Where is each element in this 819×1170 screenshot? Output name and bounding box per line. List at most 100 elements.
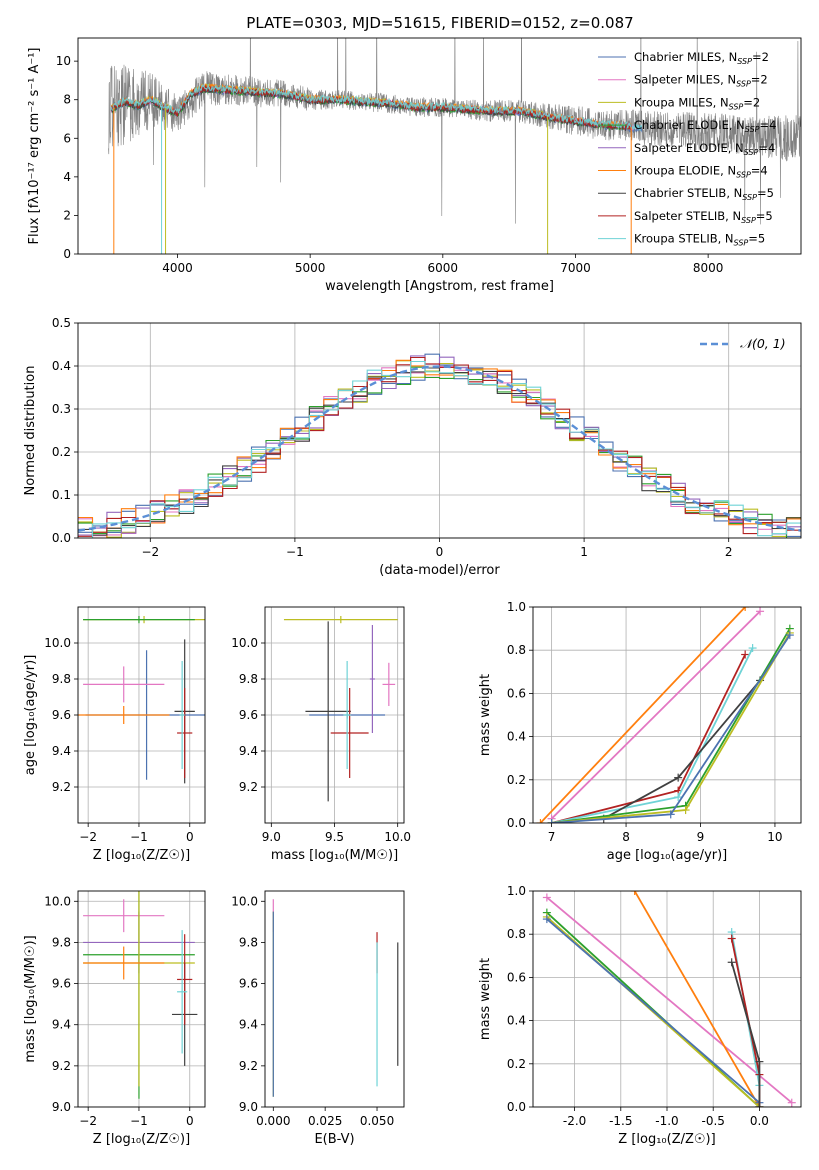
y-tick-label: 0.5 bbox=[52, 316, 71, 330]
y-tick-label: 9.2 bbox=[239, 1059, 258, 1073]
errorbar-salpeter_stelib bbox=[330, 688, 369, 778]
x-axis-label: wavelength [Angstrom, rest frame] bbox=[325, 279, 554, 294]
y-tick-label: 9.0 bbox=[239, 1100, 258, 1114]
histogram-kroupa_stelib bbox=[78, 360, 801, 538]
x-tick-label: 6000 bbox=[428, 261, 459, 275]
series-line-salpeter_miles bbox=[550, 610, 761, 820]
y-tick-label: 9.6 bbox=[239, 708, 258, 722]
legend-label: Kroupa ELODIE, NSSP=4 bbox=[634, 164, 768, 180]
panel-mass-vs-Z: −2 −1 0 9.0 9.2 9.4 9.6 9.8 10.0 Z [log₁₀(Z/Z☉)] m… bbox=[23, 890, 206, 1147]
x-axis-label: Z [log₁₀(Z/Z☉)] bbox=[93, 848, 190, 863]
y-tick-label: 0.4 bbox=[507, 1014, 526, 1028]
plot-area bbox=[78, 891, 205, 1107]
y-tick-label: 0.4 bbox=[52, 359, 71, 373]
errorbar-kroupa_miles bbox=[283, 616, 398, 624]
y-tick-label: 8 bbox=[63, 93, 71, 107]
y-tick-label: 9.8 bbox=[52, 672, 71, 686]
x-tick-label: 9.0 bbox=[262, 830, 281, 844]
x-tick-label: 8 bbox=[622, 830, 630, 844]
x-tick-label: −1 bbox=[130, 830, 148, 844]
histogram-chabrier_elodie bbox=[78, 366, 801, 538]
x-tick-label: 0.050 bbox=[360, 1114, 394, 1128]
x-tick-label: 7000 bbox=[560, 261, 591, 275]
y-tick-label: 9.2 bbox=[52, 1059, 71, 1073]
point-kroupa_elodie bbox=[536, 819, 545, 823]
errorbar-salpeter_stelib bbox=[177, 688, 193, 778]
x-tick-label: -0.5 bbox=[701, 1114, 724, 1128]
x-tick-label: −2 bbox=[79, 830, 97, 844]
axes-frame bbox=[77, 322, 802, 539]
point-chabrier_stelib bbox=[727, 958, 736, 967]
y-tick-label: 10.0 bbox=[44, 894, 71, 908]
panel-age-vs-Z: −2 −1 0 9.2 9.4 9.6 9.8 10.0 Z [log₁₀(Z/Z☉)] age … bbox=[23, 606, 206, 863]
x-tick-label: 0.0 bbox=[750, 1114, 769, 1128]
x-axis-label: Z [log₁₀(Z/Z☉)] bbox=[93, 1132, 190, 1147]
x-axis-label: mass [log₁₀(M/M☉)] bbox=[271, 848, 398, 863]
observed-spectrum-line bbox=[108, 38, 801, 225]
point-chabrier_stelib bbox=[755, 1103, 764, 1107]
figure-title: PLATE=0303, MJD=51615, FIBERID=0152, z=0… bbox=[246, 14, 633, 32]
y-tick-label: 9.2 bbox=[52, 780, 71, 794]
legend-label: Salpeter ELODIE, NSSP=4 bbox=[634, 141, 775, 157]
x-tick-label: 9 bbox=[697, 830, 705, 844]
axes-frame bbox=[77, 37, 802, 255]
point-chabrier_stelib bbox=[674, 773, 683, 782]
plot-area bbox=[265, 607, 404, 823]
x-tick-label: 9.5 bbox=[325, 830, 344, 844]
y-axis-label: Normed distribution bbox=[23, 366, 38, 496]
x-tick-label: 0.000 bbox=[256, 1114, 290, 1128]
point-chabrier_miles bbox=[547, 819, 556, 823]
axes-frame bbox=[532, 606, 802, 824]
y-tick-label: 9.8 bbox=[239, 672, 258, 686]
x-tick-label: −2 bbox=[141, 545, 159, 559]
y-tick-label: 4 bbox=[63, 170, 71, 184]
errorbar-kroupa_stelib bbox=[177, 930, 188, 1054]
errorbar-salpeter_stelib bbox=[177, 934, 193, 1025]
point-salpeter_miles bbox=[542, 893, 551, 902]
x-tick-label: 0.025 bbox=[308, 1114, 342, 1128]
histogram-chabrier_stelib bbox=[78, 367, 801, 536]
errorbar-kroupa_elodie bbox=[78, 706, 170, 724]
series-line-kroupa_elodie bbox=[633, 891, 761, 1107]
y-axis-label: mass weight bbox=[478, 958, 493, 1040]
x-tick-label: -2.0 bbox=[563, 1114, 586, 1128]
x-tick-label: 4000 bbox=[162, 261, 193, 275]
series-line-kroupa_miles bbox=[551, 632, 791, 823]
x-tick-label: 8000 bbox=[693, 261, 724, 275]
series-line-chabrier_elodie bbox=[551, 628, 791, 823]
x-tick-label: 5000 bbox=[295, 261, 326, 275]
y-tick-label: 0.6 bbox=[507, 686, 526, 700]
histogram-kroupa_elodie bbox=[78, 359, 801, 538]
y-tick-label: 0.1 bbox=[52, 488, 71, 502]
panel-age-vs-mass: 9.0 9.5 10.0 9.2 9.4 9.6 9.8 10.0 mass [log₁₀(M/… bbox=[231, 606, 411, 863]
panel-weight-vs-Z: -2.0 -1.5 -1.0 -0.5 0.0 0.0 0.2 0.4 0.6 0.8 1.0 Z [… bbox=[478, 884, 802, 1147]
x-tick-label: 0 bbox=[186, 1114, 194, 1128]
point-kroupa_stelib bbox=[674, 793, 683, 802]
errorbar-kroupa_elodie bbox=[83, 946, 165, 980]
y-tick-label: 0.0 bbox=[52, 531, 71, 545]
errorbar-kroupa_stelib bbox=[179, 661, 185, 769]
y-tick-label: 9.4 bbox=[52, 1018, 71, 1032]
axes-frame bbox=[532, 890, 802, 1108]
y-tick-label: 0.4 bbox=[507, 730, 526, 744]
legend-label: Chabrier STELIB, NSSP=5 bbox=[634, 186, 774, 202]
plot-area bbox=[272, 899, 399, 1097]
y-tick-label: 9.6 bbox=[239, 977, 258, 991]
point-chabrier_miles bbox=[542, 915, 551, 924]
histogram-salpeter_elodie bbox=[78, 355, 801, 536]
y-tick-label: 9.8 bbox=[52, 935, 71, 949]
y-tick-label: 9.4 bbox=[52, 744, 71, 758]
y-tick-label: 10.0 bbox=[231, 894, 258, 908]
x-axis-label: E(B-V) bbox=[314, 1132, 354, 1147]
x-tick-label: −1 bbox=[130, 1114, 148, 1128]
legend-label: Kroupa STELIB, NSSP=5 bbox=[634, 232, 765, 248]
legend-label: Kroupa MILES, NSSP=2 bbox=[634, 95, 760, 111]
plot-area bbox=[78, 607, 205, 823]
normal-curve bbox=[78, 365, 801, 532]
point-salpeter_miles bbox=[787, 1098, 796, 1107]
errorbar-chabrier_elodie bbox=[83, 616, 195, 624]
x-tick-label: 1 bbox=[580, 545, 588, 559]
y-tick-label: 9.0 bbox=[52, 1100, 71, 1114]
errorbar-kroupa_stelib bbox=[343, 661, 351, 769]
plot-area bbox=[78, 323, 801, 538]
